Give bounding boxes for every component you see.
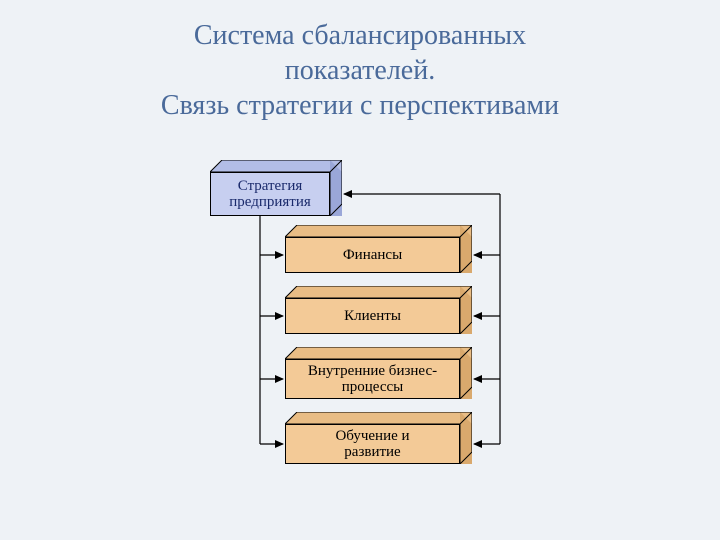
title-line-2: показателей. [285, 55, 435, 86]
box-learn: Обучение и развитие [285, 412, 472, 464]
slide: Система сбалансированных показателей. Св… [0, 0, 720, 540]
box-learn-label: Обучение и развитие [285, 424, 460, 464]
box-finance-label: Финансы [285, 237, 460, 273]
box-clients-label: Клиенты [285, 298, 460, 334]
box-biz: Внутренние бизнес- процессы [285, 347, 472, 399]
box-strategy-label: Стратегия предприятия [210, 172, 330, 216]
title-line-3: Связь стратегии с перспективами [161, 90, 559, 121]
box-finance: Финансы [285, 225, 472, 273]
slide-title: Система сбалансированных показателей. Св… [0, 18, 720, 123]
box-biz-label: Внутренние бизнес- процессы [285, 359, 460, 399]
title-line-1: Система сбалансированных [194, 20, 526, 51]
box-clients: Клиенты [285, 286, 472, 334]
box-strategy: Стратегия предприятия [210, 160, 342, 216]
